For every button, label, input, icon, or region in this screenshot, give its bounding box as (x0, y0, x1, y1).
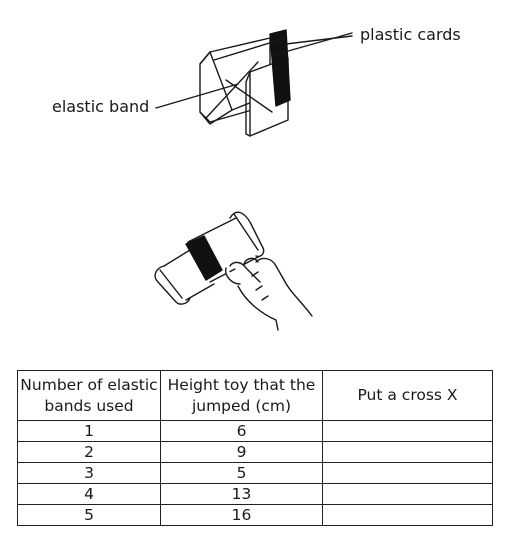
table-row: 1 6 (17, 420, 493, 442)
height-cell: 5 (160, 462, 323, 484)
height-cell: 6 (160, 420, 323, 442)
table-row: 4 13 (17, 483, 493, 505)
toy-elastic-band (185, 235, 223, 281)
bands-cell: 3 (17, 462, 161, 484)
plastic-cards-leader-1 (273, 32, 353, 56)
table-row: 5 16 (17, 504, 493, 526)
hand-pressing-toy-drawing (154, 211, 313, 331)
elastic-band-label: elastic band (52, 97, 150, 116)
height-cell: 13 (160, 483, 323, 505)
bands-cell: 4 (17, 483, 161, 505)
results-table: Number of elastic bands used Height toy … (17, 370, 493, 526)
header-height-jumped: Height toy that the jumped (cm) (160, 370, 323, 421)
header-bands-used: Number of elastic bands used (17, 370, 161, 421)
cross-cell[interactable] (322, 420, 493, 442)
table-row: 2 9 (17, 441, 493, 463)
cross-cell[interactable] (322, 441, 493, 463)
elastic-band-leader (155, 83, 239, 109)
plastic-cards-leader-2 (285, 35, 353, 45)
height-cell: 16 (160, 504, 323, 526)
bands-cell: 1 (17, 420, 161, 442)
bands-cell: 2 (17, 441, 161, 463)
cross-cell[interactable] (322, 483, 493, 505)
header-put-a-cross: Put a cross X (322, 370, 493, 421)
cross-cell[interactable] (322, 462, 493, 484)
plastic-cards-label: plastic cards (360, 25, 461, 44)
height-cell: 9 (160, 441, 323, 463)
cross-cell[interactable] (322, 504, 493, 526)
elastic-band-shape (269, 29, 291, 107)
table-header-row: Number of elastic bands used Height toy … (17, 370, 493, 421)
bands-cell: 5 (17, 504, 161, 526)
jumping-toy-illustration (154, 29, 353, 331)
table-row: 3 5 (17, 462, 493, 484)
folded-cards-drawing (199, 29, 291, 137)
back-card-fold (199, 51, 233, 125)
